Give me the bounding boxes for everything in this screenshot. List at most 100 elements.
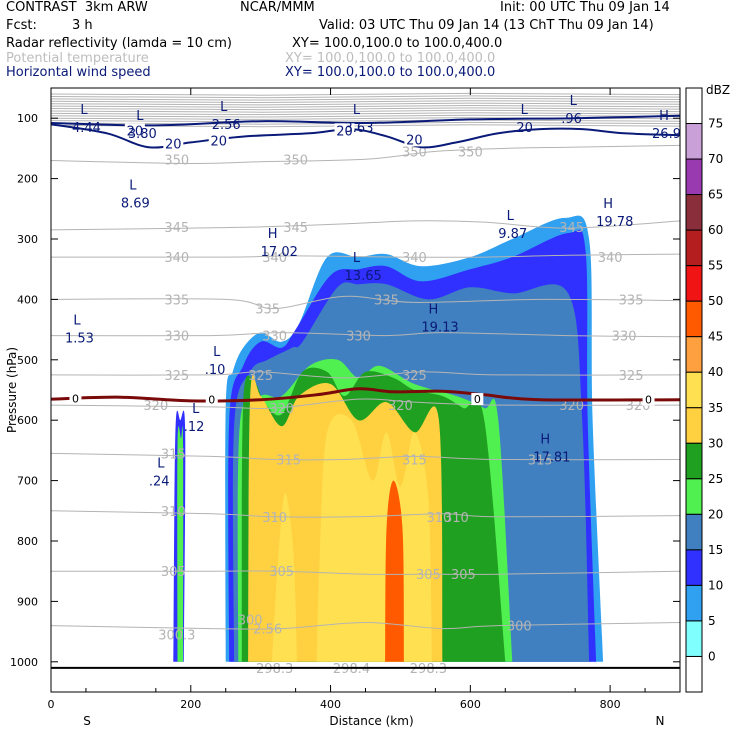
x-tick-label: 600 (460, 698, 481, 711)
theta-label: 320 (388, 399, 413, 414)
theta-band-line (51, 109, 680, 113)
y-tick-label: 700 (17, 475, 38, 488)
x-tick-label: 0 (48, 698, 55, 711)
wind-contour-label: 20 (127, 124, 144, 139)
colorbar-swatch (685, 549, 703, 586)
colorbar-swatch (685, 371, 703, 409)
colorbar-swatch (685, 229, 703, 267)
x-axis-label: Distance (km) (329, 714, 413, 728)
wind-extremum-value: 4.44 (72, 121, 101, 136)
y-tick-label: 400 (17, 293, 38, 306)
freezing-level-label: 0 (72, 392, 79, 405)
reflectivity-region-20dbz (177, 426, 184, 662)
wind-extremum-value: 8.69 (121, 197, 150, 212)
field-2-xy: XY= 100.0,100.0 to 100.0,400.0 (285, 51, 496, 66)
theta-label: 310 (262, 511, 287, 526)
theta-contour (51, 510, 680, 518)
theta-band-line (51, 102, 680, 106)
freezing-label-bg (471, 393, 484, 406)
wind-extremum-marker: L (192, 402, 200, 417)
theta-label: 320 (559, 399, 584, 414)
wind-extremum-value: 3.63 (345, 121, 374, 136)
valid-time: Valid: 03 UTC Thu 09 Jan 14 (13 ChT Thu … (319, 18, 654, 33)
theta-label: 330 (164, 330, 189, 345)
wind-extremum-marker: L (157, 457, 165, 472)
field-2-name: Potential temperature (6, 51, 149, 66)
colorbar-level-label: 15 (708, 543, 723, 557)
colorbar-swatch (685, 620, 703, 657)
theta-contour (51, 220, 680, 231)
colorbar-level-label: 0 (708, 649, 716, 663)
colorbar-level-label: 65 (708, 188, 723, 202)
freezing-level-label: 0 (208, 394, 215, 407)
colorbar-level-label: 40 (708, 365, 723, 379)
wind-extremum-value: 3.80 (128, 127, 157, 142)
theta-label: 310 (161, 505, 186, 520)
field-1-name: Radar reflectivity (lamda = 10 cm) (6, 36, 232, 51)
wind-extremum-marker: L (129, 179, 137, 194)
wind-extremum-value: 17.81 (533, 450, 570, 465)
wind-extremum-marker: H (429, 303, 439, 318)
colorbar-swatch (685, 158, 703, 196)
wind-extremum-marker: L (213, 345, 221, 360)
init-time: Init: 00 UTC Thu 09 Jan 14 (500, 0, 670, 15)
wind-extremum-value: .10 (205, 363, 226, 378)
theta-band-line (51, 112, 680, 116)
theta-label: 298.4 (333, 662, 370, 677)
forecast-label: Fcst: (6, 18, 37, 33)
theta-label: 300 (238, 614, 263, 629)
colorbar-level-label: 10 (708, 578, 723, 592)
theta-label: 315 (161, 447, 186, 462)
wind-extremum-value: 1.53 (65, 331, 94, 346)
theta-label: 350 (164, 153, 189, 168)
x-tick-label: 400 (320, 698, 341, 711)
wind-extremum-marker: L (353, 103, 361, 118)
wind-extremum-value: 2.56 (212, 118, 241, 133)
theta-label: 300 (507, 620, 532, 635)
theta-label: 340 (164, 251, 189, 266)
wind-label-bg (404, 132, 425, 147)
theta-label: 300.3 (158, 629, 195, 644)
wind-contour-label: 20 (165, 138, 182, 153)
theta-label: 330 (262, 330, 287, 345)
theta-label: 340 (598, 251, 623, 266)
theta-label: 345 (164, 221, 189, 236)
theta-label: 345 (283, 221, 308, 236)
plot-content: 350 350 350 350 345 345 345 340 340 340 340 335 335 3… (51, 92, 680, 677)
wind-20-contour (51, 123, 680, 149)
theta-label: 310 (426, 511, 451, 526)
theta-band-line (51, 100, 680, 104)
theta-label: 315 (528, 453, 553, 468)
x-tick-label: 200 (180, 698, 201, 711)
wind-extremum-value: 19.13 (421, 321, 458, 336)
colorbar-swatch (685, 442, 703, 480)
theta-label: 2.56 (253, 623, 282, 638)
freezing-level-label: 0 (474, 393, 481, 406)
theta-label: 340 (402, 251, 427, 266)
colorbar-level-label: 60 (708, 223, 723, 237)
theta-contour (51, 295, 680, 310)
theta-label: 330 (612, 330, 637, 345)
wind-extremum-value: 17.02 (261, 245, 298, 260)
theta-band-line (51, 92, 680, 96)
wind-extremum-marker: H (268, 227, 278, 242)
theta-band-line (51, 114, 680, 118)
theta-label: 305 (416, 568, 441, 583)
wind-label-bg (334, 123, 355, 138)
wind-extremum-marker: L (570, 94, 578, 109)
colorbar-level-label: 20 (708, 507, 723, 521)
colorbar-swatch (685, 478, 703, 515)
theta-band-line (51, 97, 680, 101)
theta-contour (51, 452, 680, 461)
theta-label: 335 (164, 293, 189, 308)
plot-title: CONTRAST 3km ARW (6, 0, 148, 15)
x-tick-label: 800 (600, 698, 621, 711)
wind-label-bg (124, 123, 145, 138)
colorbar-level-label: 30 (708, 436, 723, 450)
freezing-level-label: 0 (645, 394, 652, 407)
wind-extremum-value: .20 (512, 121, 533, 136)
colorbar-swatch (685, 87, 703, 125)
freezing-label-bg (205, 393, 218, 406)
colorbar-level-label: 50 (708, 294, 723, 308)
theta-label: 350 (458, 145, 483, 160)
